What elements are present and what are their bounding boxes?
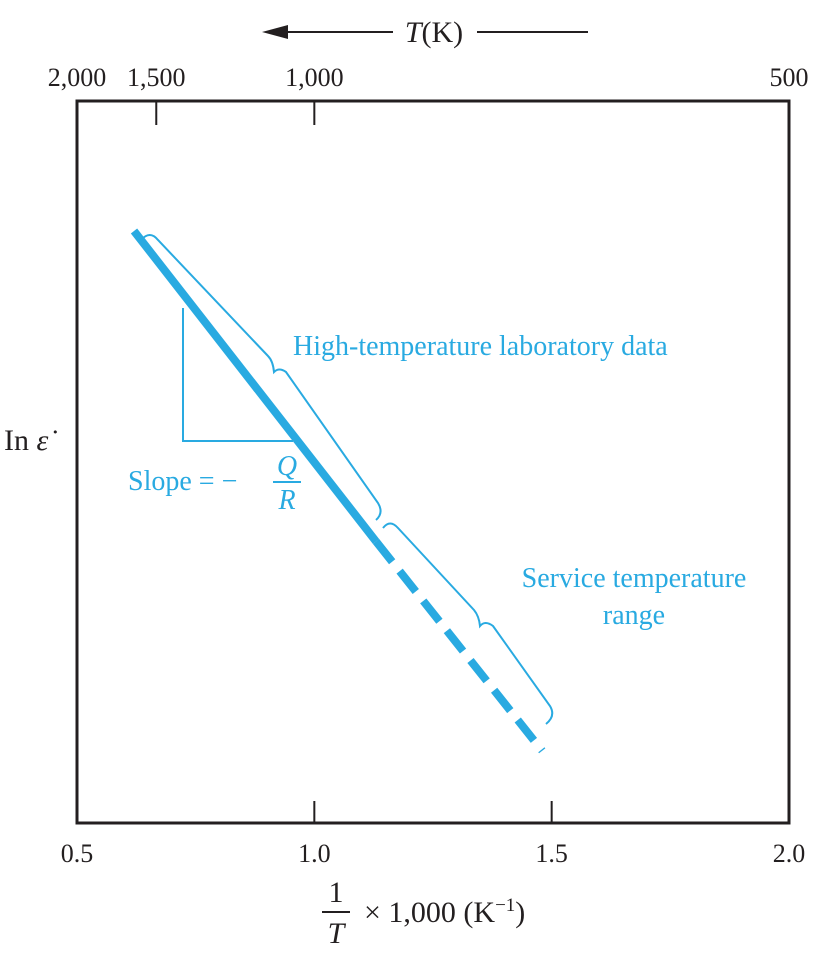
service-annotation-line1: Service temperature (522, 563, 747, 594)
high-temp-brace (140, 234, 382, 521)
top-axis-tick-labels: 2,000 1,500 1,000 500 (48, 63, 809, 92)
series-group (130, 228, 546, 754)
top-tick-label: 1,500 (127, 63, 186, 92)
slope-numerator: Q (277, 451, 297, 482)
x-tick-label: 0.5 (61, 839, 94, 868)
plot-frame (75, 99, 791, 825)
x-tick-label: 2.0 (773, 839, 806, 868)
slope-annotation: Slope = − Q R (128, 451, 301, 516)
x-tick-label: 1.0 (298, 839, 331, 868)
slope-denominator: R (277, 485, 295, 516)
series-line-solid (130, 228, 380, 544)
high-temp-annotation: High-temperature laboratory data (293, 331, 668, 362)
service-annotation-line2: range (603, 600, 665, 631)
left-arrow-icon (262, 25, 288, 39)
x-axis-ticks (313, 801, 553, 823)
top-axis-title: T(K) (262, 16, 588, 49)
top-tick-label: 500 (770, 63, 809, 92)
top-tick-label: 1,000 (285, 63, 344, 92)
top-tick-label: 2,000 (48, 63, 107, 92)
x-axis-tick-labels: 0.5 1.0 1.5 2.0 (61, 839, 806, 868)
x-axis-title: 1 T × 1,000 (K−1) (322, 876, 525, 950)
y-axis-label: In ε̇ (4, 424, 57, 457)
x-tick-label: 1.5 (535, 839, 568, 868)
top-axis-label: T(K) (405, 16, 463, 49)
slope-text: Slope = − (128, 466, 237, 497)
service-range-brace (382, 522, 554, 725)
x-axis-label-numerator: 1 (329, 876, 344, 909)
x-axis-label-denominator: T (328, 917, 347, 950)
top-axis-ticks (155, 101, 316, 125)
slope-triangle (182, 308, 293, 442)
x-axis-label-text: × 1,000 (K−1) (364, 895, 525, 929)
series-line-dashed (372, 538, 546, 754)
